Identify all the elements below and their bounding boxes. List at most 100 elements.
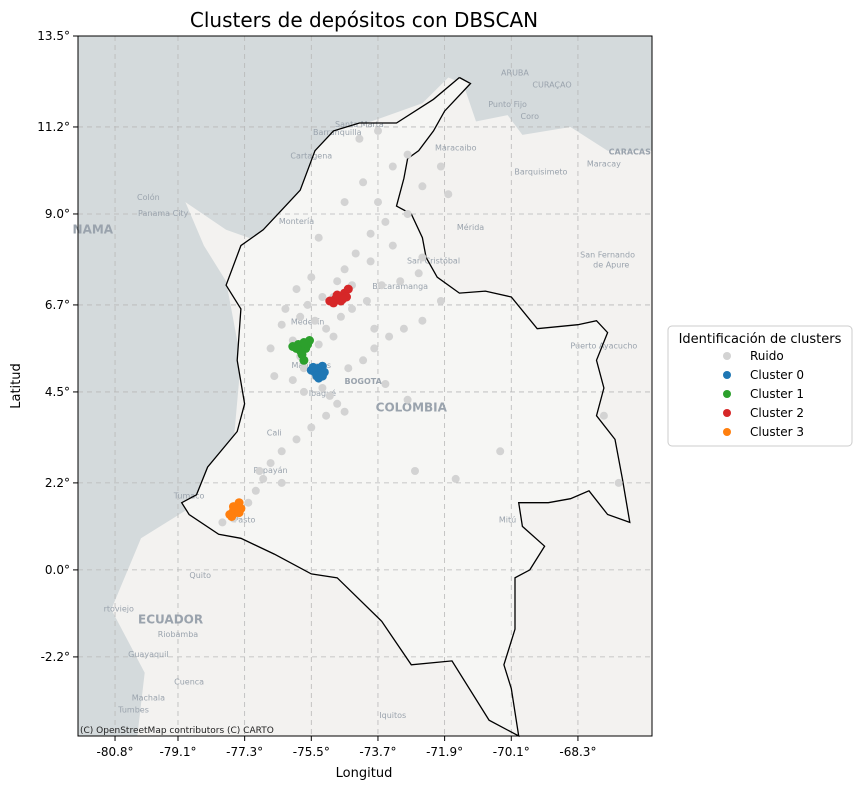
data-point	[396, 277, 405, 286]
basemap-label: Maracaibo	[435, 144, 477, 153]
x-tick-label: -73.7°	[359, 745, 396, 759]
basemap-label: Puerto Ayacucho	[570, 341, 637, 350]
basemap-label: Mitú	[499, 515, 516, 524]
basemap-label: ARUBA	[501, 69, 529, 78]
data-point	[343, 284, 353, 294]
legend-label: Ruido	[750, 349, 784, 363]
data-point	[296, 312, 305, 321]
x-tick-label: -75.5°	[293, 745, 330, 759]
basemap-label: COLOMBIA	[376, 401, 448, 415]
x-tick-label: -79.1°	[159, 745, 196, 759]
legend-item: Cluster 0	[723, 368, 804, 382]
data-point	[399, 324, 408, 333]
basemap-label: Barranquilla	[313, 128, 362, 137]
data-point	[403, 210, 412, 218]
basemap-label: Pasto	[234, 515, 256, 524]
basemap-label: Panama City	[138, 209, 189, 218]
y-tick-label: 2.2°	[45, 476, 70, 490]
x-tick-label: -80.8°	[97, 745, 134, 759]
series-cluster-1	[288, 336, 314, 365]
colombia-border	[180, 76, 631, 738]
data-point	[227, 512, 237, 521]
data-point	[244, 498, 253, 507]
data-point	[338, 294, 348, 304]
data-point	[329, 332, 338, 341]
data-point	[303, 300, 312, 309]
basemap-label: Mérida	[457, 222, 484, 232]
basemap-label: Cuenca	[174, 678, 204, 687]
basemap-label: Bucaramanga	[372, 282, 428, 291]
data-point	[288, 376, 297, 385]
basemap-label: NAMA	[73, 223, 114, 237]
series-cluster-3	[225, 498, 246, 521]
data-point	[308, 362, 318, 372]
data-point	[336, 312, 345, 321]
legend-box	[667, 325, 853, 447]
x-tick-label: -71.9°	[426, 745, 463, 759]
data-point	[266, 459, 275, 468]
y-tick-label: 13.5°	[37, 29, 70, 43]
data-point	[344, 364, 353, 373]
data-point	[333, 277, 342, 286]
legend-label: Cluster 2	[750, 406, 804, 420]
data-point	[355, 134, 364, 143]
legend-title: Identificación de clusters	[679, 332, 842, 347]
basemap-label: Iquitos	[379, 711, 406, 720]
data-point	[436, 297, 445, 305]
basemap-label: San Fernando	[580, 250, 635, 259]
basemap-label: BOGOTA	[344, 377, 382, 386]
y-tick-label: 6.7°	[45, 298, 70, 312]
data-point	[307, 273, 316, 282]
data-point	[374, 198, 382, 207]
data-point	[385, 332, 394, 341]
chart-title: Clusters de depósitos con DBSCAN	[190, 8, 538, 32]
basemap-label: Punto Fijo	[488, 100, 527, 109]
x-tick-label: -77.3°	[226, 745, 263, 759]
data-point	[381, 217, 390, 226]
data-point	[317, 371, 327, 381]
legend-marker	[723, 428, 731, 436]
y-tick-label: 11.2°	[37, 120, 70, 134]
basemap-label: Maracay	[587, 160, 621, 169]
data-point	[403, 150, 412, 159]
basemap-label: San Cristóbal	[407, 255, 460, 265]
legend-item: Cluster 3	[723, 425, 804, 439]
data-point	[366, 229, 375, 238]
legend-marker	[723, 390, 731, 398]
data-point	[251, 486, 260, 495]
y-tick-label: 9.0°	[45, 207, 70, 221]
data-point	[266, 344, 275, 353]
basemap-label: Quito	[189, 571, 211, 580]
basemap-label: Ibagué	[309, 388, 336, 398]
legend-label: Cluster 0	[750, 368, 804, 382]
data-point	[377, 281, 386, 290]
data-point	[359, 178, 368, 187]
data-point	[234, 508, 244, 518]
basemap-label: Tumaco	[173, 492, 205, 501]
legend: Identificación de clusters Ruido Cluster …	[667, 325, 853, 447]
map-attribution: (C) OpenStreetMap contributors (C) CARTO	[80, 726, 274, 736]
data-point	[229, 502, 238, 512]
basemap-label: Machala	[132, 693, 165, 702]
x-tick-label: -70.1°	[493, 745, 530, 759]
legend-label: Cluster 1	[750, 387, 804, 401]
data-point	[340, 407, 349, 416]
data-point	[325, 391, 334, 400]
data-point	[348, 304, 356, 313]
data-point	[292, 285, 301, 294]
scatter-points	[218, 126, 623, 527]
basemap-label: de Apure	[593, 260, 629, 269]
x-axis-ticks: -80.8° -79.1° -77.3° -75.5° -73.7° -71.9° -70.…	[97, 736, 596, 759]
data-point	[374, 126, 382, 135]
data-point	[444, 190, 453, 199]
legend-marker	[723, 409, 731, 417]
data-point	[318, 384, 327, 392]
data-point	[322, 411, 331, 420]
y-axis-label: Latitud	[9, 363, 24, 409]
basemap-label: Popayán	[254, 466, 288, 475]
basemap-label: CURAÇAO	[532, 80, 571, 89]
data-point	[292, 343, 301, 353]
data-point	[451, 474, 460, 483]
